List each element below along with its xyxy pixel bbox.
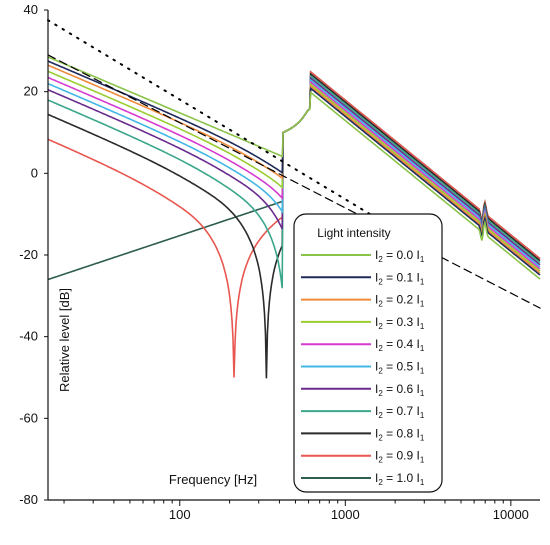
legend-label: I2 = 0.3 I1: [375, 315, 425, 331]
legend-label: I2 = 0.8 I1: [375, 426, 425, 442]
series-layer: [47, 56, 541, 379]
series-line: [47, 56, 541, 280]
y-tick-label: -20: [19, 247, 38, 262]
y-tick-label: 40: [24, 2, 38, 17]
y-tick-label: -60: [19, 410, 38, 425]
x-axis-title: Frequency [Hz]: [169, 472, 257, 487]
legend-title: Light intensity: [317, 226, 390, 240]
legend-label: I2 = 0.6 I1: [375, 382, 425, 398]
y-tick-label: 20: [24, 84, 38, 99]
legend-label: I2 = 0.1 I1: [375, 270, 425, 286]
y-tick-label: 0: [31, 165, 38, 180]
dotted-reference-line: [47, 19, 426, 248]
y-tick-label: -80: [19, 492, 38, 507]
legend-label: I2 = 0.4 I1: [375, 337, 425, 353]
legend-label: I2 = 1.0 I1: [375, 471, 425, 487]
dashed-reference-line: [47, 54, 541, 309]
y-axis-title: Relative level [dB]: [57, 288, 72, 392]
x-tick-label: 10000: [493, 507, 529, 522]
legend-box: [293, 213, 443, 493]
legend-label: I2 = 0.2 I1: [375, 293, 425, 309]
legend-label: I2 = 0.7 I1: [375, 404, 425, 420]
legend-label: I2 = 0.5 I1: [375, 360, 425, 376]
legend-label: I2 = 0.0 I1: [375, 248, 425, 264]
ticks: 40 20 0 -20 -40 -60 -80 100 1000 10000: [19, 2, 529, 522]
reference-lines: [47, 19, 541, 309]
legend-items: I2 = 0.0 I1 I2 = 0.1 I1 I2 = 0.2 I1 I2 = 0.…: [301, 248, 425, 487]
x-tick-label: 100: [169, 507, 191, 522]
y-tick-label: -40: [19, 329, 38, 344]
x-tick-label: 1000: [331, 507, 360, 522]
legend-label: I2 = 0.9 I1: [375, 449, 425, 465]
